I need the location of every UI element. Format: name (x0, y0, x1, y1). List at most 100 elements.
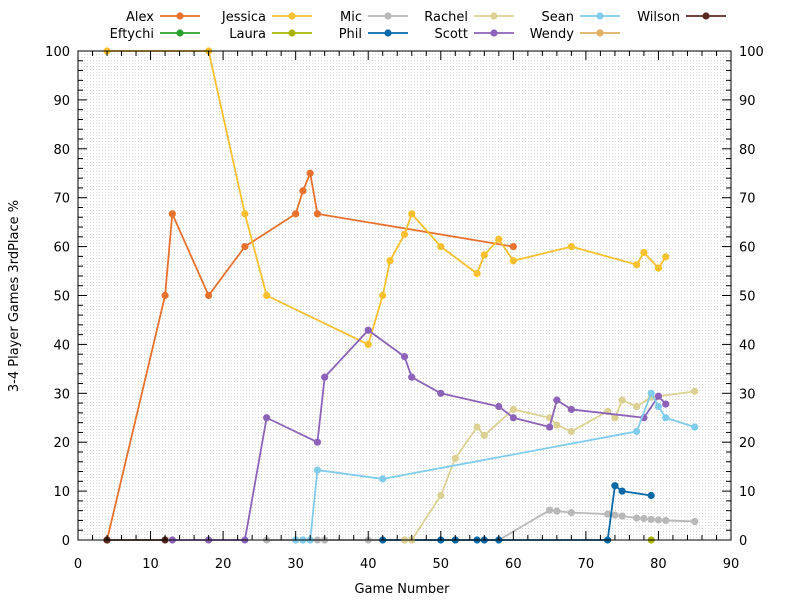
legend-label-scott: Scott (434, 27, 468, 42)
data-point-jessica (241, 210, 249, 218)
y-tick-label: 30 (53, 387, 70, 402)
legend-swatch-marker-mic (384, 12, 392, 20)
legend-label-rachel: Rachel (424, 10, 468, 25)
data-point-sean (647, 389, 655, 397)
data-point-scott (567, 405, 575, 414)
data-point-scott (662, 400, 670, 408)
legend-swatch-marker-sean (596, 12, 604, 20)
data-point-alex (241, 243, 249, 251)
data-point-jessica (408, 210, 416, 218)
data-point-rachel (567, 427, 575, 436)
data-point-sean (662, 414, 670, 422)
data-point-scott (364, 326, 372, 334)
legend-item-scott: Scott (434, 27, 514, 42)
data-point-rachel (509, 405, 517, 414)
data-point-alex (161, 291, 169, 300)
data-point-rachel (473, 423, 481, 431)
data-point-jessica (364, 340, 372, 348)
data-point-rachel (618, 396, 626, 404)
data-point-jessica (509, 257, 517, 265)
data-point-mic (647, 515, 655, 524)
legend-label-alex: Alex (126, 10, 154, 25)
data-point-rachel (451, 454, 459, 462)
data-point-mic (654, 516, 663, 524)
legend-label-eftychi: Eftychi (110, 27, 154, 42)
data-point-alex (313, 210, 322, 218)
data-point-scott (321, 373, 329, 381)
data-point-jessica (567, 243, 575, 251)
data-point-mic (618, 512, 626, 520)
data-point-scott (495, 402, 503, 411)
y-tick-label: 10 (53, 485, 70, 500)
x-tick-label: 50 (433, 557, 450, 572)
y-tick-label-right: 80 (739, 143, 756, 158)
y-tick-label-right: 40 (739, 338, 756, 353)
legend-item-jessica: Jessica (221, 10, 312, 25)
legend-swatch-marker-laura (288, 29, 296, 37)
legend-swatch-marker-jessica (288, 12, 296, 20)
data-point-jessica (654, 264, 663, 272)
y-tick-label: 80 (53, 143, 70, 158)
data-point-jessica (640, 248, 648, 257)
legend-item-alex: Alex (126, 10, 200, 25)
series-line-scott (172, 329, 667, 541)
data-point-scott (553, 396, 561, 404)
series-jessica (103, 47, 670, 348)
data-point-mic (662, 516, 670, 525)
data-point-scott (313, 438, 322, 446)
data-point-mic (604, 510, 612, 518)
data-point-mic (553, 507, 561, 515)
x-tick-label: 30 (287, 557, 304, 572)
legend-item-laura: Laura (229, 27, 312, 42)
data-point-mic (567, 509, 575, 517)
data-point-scott (408, 373, 416, 381)
x-tick-label: 70 (578, 557, 595, 572)
x-tick-label: 60 (505, 557, 522, 572)
data-point-rachel (691, 387, 699, 395)
legend-item-rachel: Rachel (424, 10, 514, 25)
y-tick-label: 70 (53, 192, 70, 207)
data-point-alex (292, 210, 300, 218)
data-point-phil (611, 482, 619, 490)
legend-swatch-marker-eftychi (176, 29, 184, 37)
x-tick-label: 40 (360, 557, 377, 572)
data-point-rachel (480, 431, 488, 439)
data-point-sean (313, 466, 322, 474)
data-point-jessica (263, 291, 271, 300)
legend-label-sean: Sean (542, 10, 574, 25)
data-point-sean (633, 427, 641, 436)
data-point-sean (654, 402, 663, 411)
legend-swatch-marker-scott (490, 29, 498, 37)
y-tick-label-right: 100 (739, 45, 764, 60)
data-point-sean (691, 423, 699, 431)
data-point-scott (400, 353, 409, 361)
series-scott (168, 326, 670, 544)
data-point-rachel (553, 421, 561, 429)
x-tick-label: 20 (215, 557, 232, 572)
series-line-alex (106, 172, 514, 541)
data-point-scott (437, 389, 445, 397)
y-tick-label: 60 (53, 241, 70, 256)
y-tick-label-right: 50 (739, 290, 756, 305)
y-tick-label-right: 20 (739, 436, 756, 451)
data-point-jessica (473, 269, 481, 278)
x-axis-title: Game Number (354, 582, 450, 597)
y-tick-label-right: 90 (739, 94, 756, 109)
data-point-mic (691, 517, 699, 526)
data-point-jessica (662, 253, 670, 261)
x-tick-label: 0 (74, 557, 82, 572)
series-line-rachel (404, 390, 695, 541)
y-tick-label: 90 (53, 94, 70, 109)
legend-swatch-marker-phil (384, 29, 392, 37)
data-point-mic (611, 511, 619, 519)
y-tick-label: 0 (62, 534, 70, 549)
y-tick-label: 100 (45, 45, 70, 60)
data-point-jessica (386, 257, 394, 265)
legend-swatch-marker-wilson (702, 12, 710, 20)
data-point-scott (509, 414, 517, 422)
y-tick-label-right: 10 (739, 485, 756, 500)
legend-swatch-marker-rachel (490, 12, 498, 20)
data-point-alex (509, 243, 517, 251)
data-point-mic (633, 514, 641, 522)
